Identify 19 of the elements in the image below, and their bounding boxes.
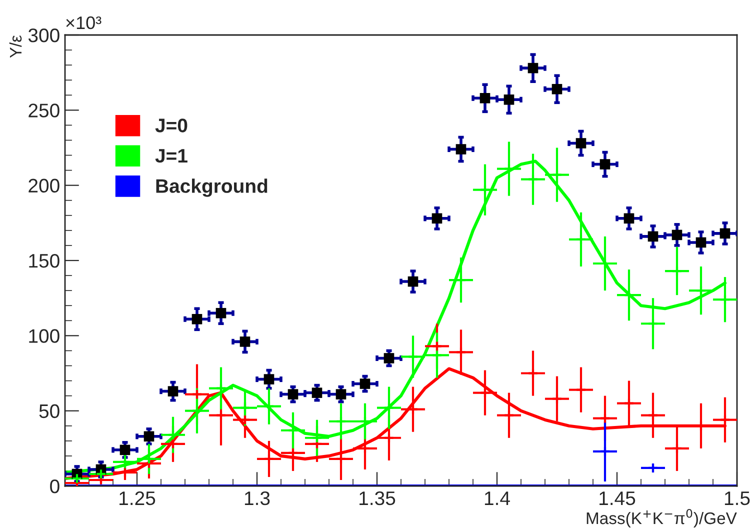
x-tick-label: 1.5 — [724, 492, 750, 506]
legend-label: J=1 — [155, 149, 188, 163]
y-tick-label: 200 — [28, 178, 60, 193]
y-tick-label: 100 — [29, 329, 60, 343]
y-tick-label: 50 — [39, 404, 60, 418]
text: ×10³ — [66, 16, 102, 30]
y-tick-label: 0 — [50, 479, 60, 494]
y-tick-label: 250 — [28, 104, 60, 118]
legend-label: Background — [156, 178, 268, 197]
y-axis-title: Y/ε — [9, 35, 22, 58]
x-tick-label: 1.45 — [600, 492, 636, 506]
x-tick-label: 1.35 — [360, 491, 396, 506]
y-tick-label: 150 — [29, 254, 60, 268]
legend-label: J=0 — [155, 118, 188, 132]
x-axis-title: Mass(K$^{+}$K$^{−}$π$^{0}$)/GeV — [586, 508, 737, 528]
x-tick-label: 1.25 — [120, 491, 156, 506]
x-tick-label: 1.4 — [484, 492, 510, 505]
x-tick-label: 1.3 — [244, 491, 270, 506]
y-tick-label: 300 — [28, 28, 60, 42]
